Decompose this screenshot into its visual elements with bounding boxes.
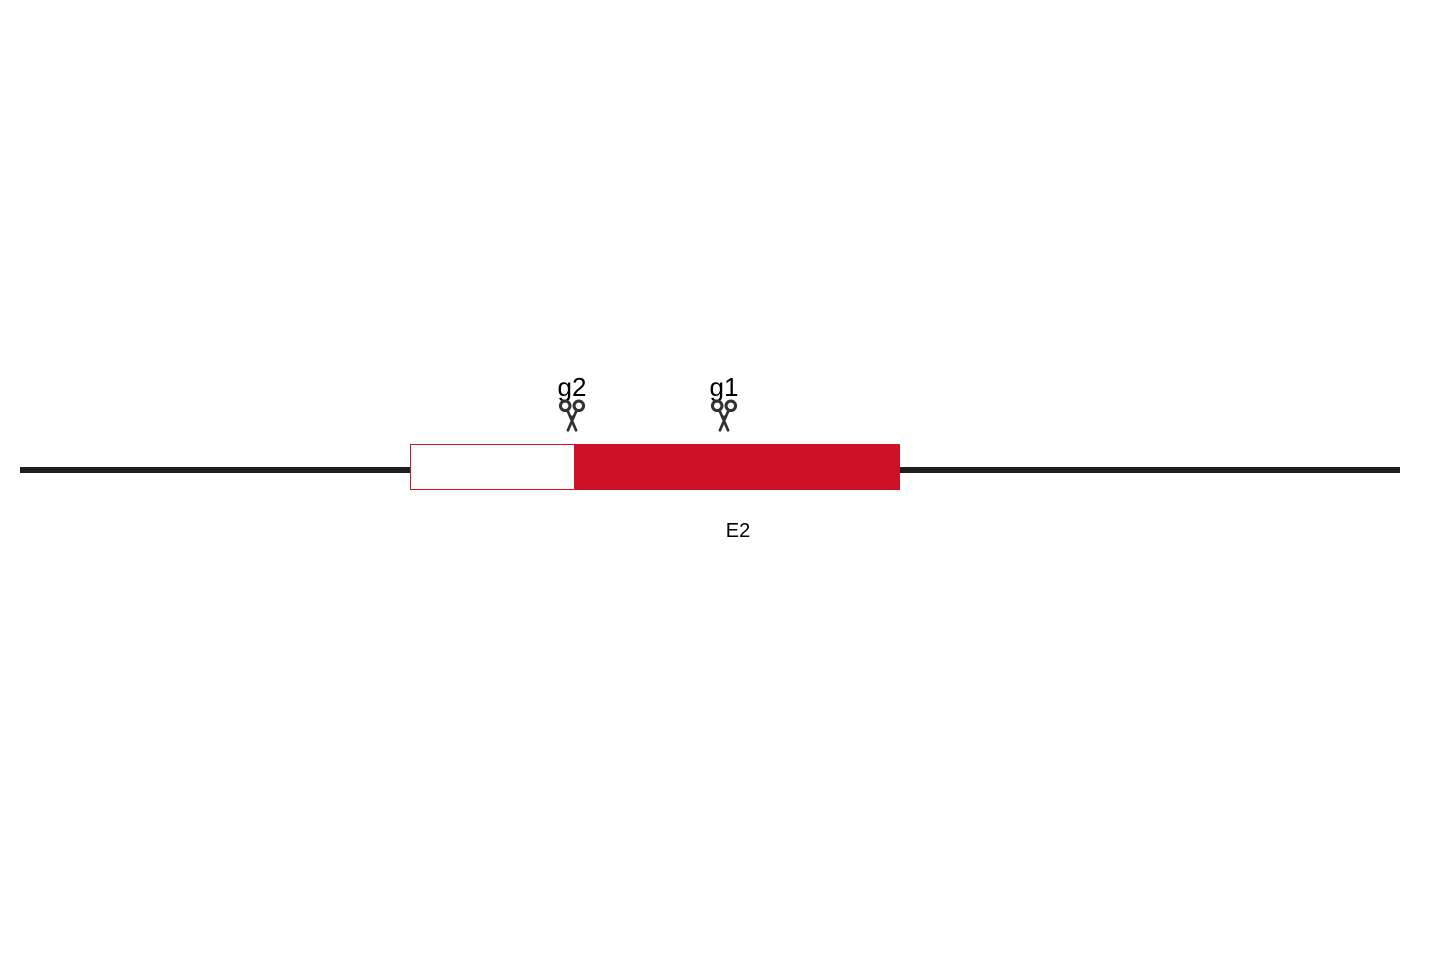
scissors-icon bbox=[555, 399, 589, 438]
scissors-icon bbox=[707, 399, 741, 438]
diagram-stage: E2g2g1 bbox=[0, 0, 1440, 960]
exon-label: E2 bbox=[726, 520, 750, 543]
exon-coding bbox=[575, 444, 900, 490]
exon-utr bbox=[410, 444, 575, 490]
